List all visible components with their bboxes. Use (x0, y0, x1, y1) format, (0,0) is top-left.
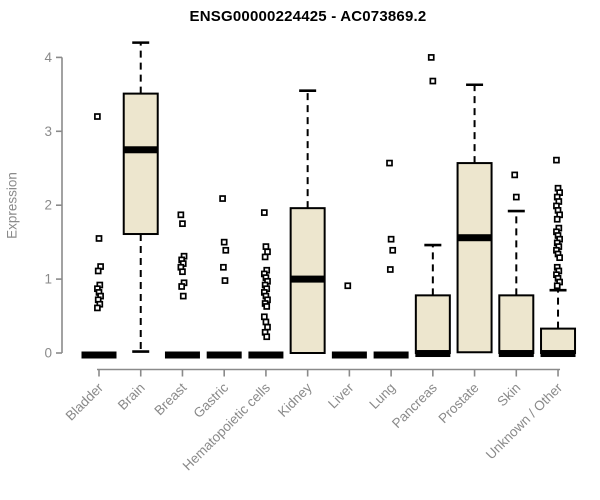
outlier-point (263, 303, 271, 310)
y-tick-label: 3 (44, 124, 52, 139)
median-bar (206, 351, 242, 359)
median-bar (540, 350, 576, 358)
outlier-point (94, 304, 101, 312)
outlier-point (344, 282, 352, 290)
median-bar (457, 234, 493, 242)
x-tick-label: Bladder (63, 380, 107, 424)
outlier-point (179, 268, 186, 276)
iqr-box (122, 92, 159, 236)
outlier-point (177, 211, 185, 219)
outlier-point (95, 235, 103, 242)
y-tick-label: 4 (44, 50, 52, 65)
outlier-point (389, 246, 397, 254)
outlier-point (553, 215, 561, 223)
x-tick-label: Breast (151, 380, 189, 418)
outlier-point (262, 318, 270, 326)
x-tick-label: Unknown / Other (483, 380, 566, 463)
outlier-point (94, 267, 102, 275)
outlier-point (263, 333, 271, 341)
outlier-point (220, 238, 228, 246)
x-tick-label: Lung (366, 380, 398, 412)
x-tick-label: Prostate (436, 380, 482, 426)
outlier-point (179, 292, 187, 300)
chart-title: ENSG00000224425 - AC073869.2 (189, 8, 427, 25)
outlier-point (556, 254, 563, 262)
outlier-point (264, 248, 271, 256)
outlier-point (553, 282, 561, 290)
outlier-point (386, 159, 393, 167)
outlier-point (511, 171, 519, 179)
iqr-box (456, 162, 493, 354)
iqr-box (414, 294, 451, 354)
median-bar (331, 351, 367, 359)
outlier-point (386, 266, 394, 273)
x-tick-label: Kidney (275, 380, 315, 420)
outlier-point (179, 220, 186, 228)
x-tick-label: Liver (325, 380, 357, 412)
y-tick-label: 1 (44, 272, 52, 287)
median-bar (415, 350, 451, 358)
median-bar (81, 351, 117, 359)
outlier-point (260, 209, 268, 216)
median-bar (123, 146, 159, 154)
y-tick-label: 0 (44, 346, 52, 361)
outlier-point (427, 54, 435, 61)
outlier-point (387, 235, 395, 243)
outlier-point (219, 195, 226, 202)
outlier-point (178, 283, 186, 290)
median-bar (498, 350, 534, 358)
outlier-point (262, 243, 270, 250)
outlier-point (260, 313, 268, 321)
outlier-point (553, 156, 560, 164)
outlier-point (221, 277, 229, 284)
outlier-point (512, 193, 520, 201)
x-tick-label: Skin (494, 380, 523, 409)
iqr-box (540, 327, 577, 355)
x-tick-label: Gastric (190, 380, 231, 421)
median-bar (248, 351, 284, 359)
x-tick-label: Pancreas (389, 380, 440, 431)
iqr-box (498, 294, 535, 354)
outlier-point (220, 263, 227, 271)
median-bar (373, 351, 409, 359)
outlier-point (222, 246, 230, 254)
x-tick-label: Brain (115, 380, 148, 413)
y-tick-label: 2 (44, 198, 52, 213)
outlier-point (94, 113, 101, 120)
outlier-point (261, 253, 269, 261)
outlier-point (264, 323, 271, 331)
median-bar (164, 351, 200, 359)
outlier-point (429, 77, 437, 85)
median-bar (290, 275, 326, 283)
